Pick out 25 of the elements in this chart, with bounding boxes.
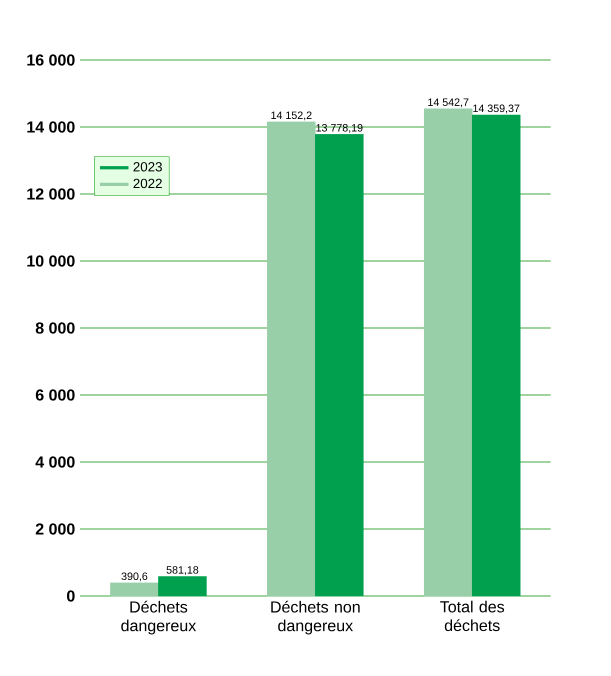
x-tick-label: Total des déchets (440, 600, 504, 632)
legend-label: 2023 (134, 162, 162, 172)
bar (110, 582, 159, 596)
x-tick-label: Déchets dangereux (121, 600, 196, 634)
y-tick-label: 12 000 (28, 188, 75, 200)
y-tick-label: 6 000 (36, 389, 75, 401)
data-label: 14 359,37 (473, 104, 520, 114)
y-tick-label: 2 000 (36, 523, 75, 535)
bar (267, 122, 316, 596)
bar (472, 114, 521, 596)
legend-label: 2022 (134, 178, 162, 188)
data-label: 14 152,2 (272, 111, 312, 120)
y-tick-label: 0 (67, 590, 75, 602)
x-tick-label: Déchets non dangereux (271, 600, 360, 634)
y-tick-label: 4 000 (36, 456, 75, 468)
y-tick-label: 8 000 (36, 322, 75, 334)
data-label: 581,18 (166, 566, 198, 575)
bar (315, 134, 364, 596)
data-label: 14 542,7 (428, 98, 469, 108)
bar (424, 108, 473, 596)
y-tick-label: 16 000 (28, 54, 75, 66)
bar (158, 576, 207, 596)
y-tick-label: 10 000 (28, 255, 75, 267)
y-tick-label: 14 000 (28, 121, 75, 133)
data-label: 390,6 (122, 572, 148, 582)
